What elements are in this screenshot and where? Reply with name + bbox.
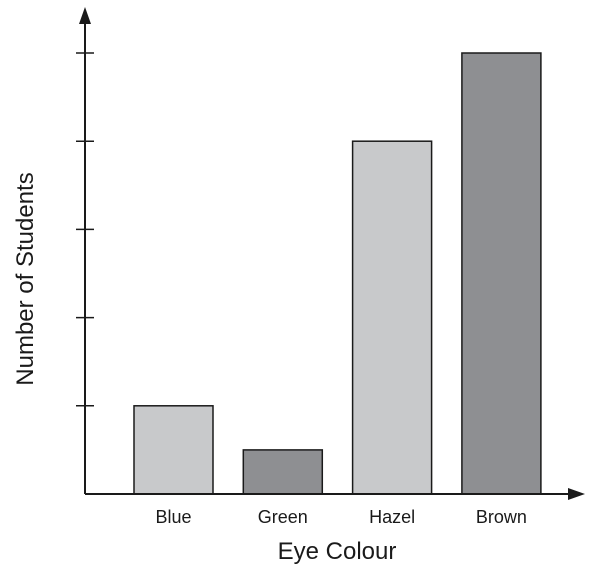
- x-tick-label-brown: Brown: [476, 507, 527, 527]
- bar-hazel: [351, 140, 433, 495]
- x-tick-label-blue: Blue: [155, 507, 191, 527]
- y-axis-title: Number of Students: [12, 172, 39, 385]
- x-axis-arrowhead: [568, 488, 585, 500]
- bar-blue: [133, 405, 214, 495]
- x-tick-labels-group: Blue Green Hazel Brown: [155, 507, 526, 527]
- y-ticks-group: [76, 52, 94, 407]
- bars-group: [133, 52, 542, 495]
- x-tick-label-green: Green: [258, 507, 308, 527]
- bar-green: [242, 449, 324, 495]
- x-tick-label-hazel: Hazel: [369, 507, 415, 527]
- x-axis-title: Eye Colour: [278, 538, 397, 565]
- axes-group: [79, 7, 585, 500]
- bar-brown: [461, 52, 542, 495]
- y-axis-arrowhead: [79, 7, 91, 24]
